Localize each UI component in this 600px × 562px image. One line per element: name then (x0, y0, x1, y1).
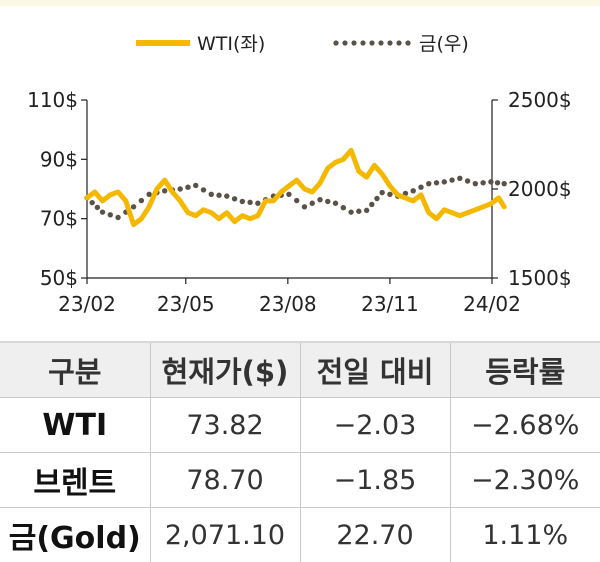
gold-point (201, 187, 206, 192)
row-name: 금(Gold) (0, 508, 150, 562)
row-rate: −2.68% (450, 398, 600, 453)
gold-point (333, 201, 338, 206)
price-table: 구분 현재가($) 전일 대비 등락률 WTI 73.82 −2.03 −2.6… (0, 341, 600, 562)
gold-point (100, 209, 105, 214)
left-tick-label: 50$ (40, 266, 78, 290)
gold-point (465, 178, 470, 183)
chart-legend: WTI(좌) 금(우) (136, 33, 469, 55)
x-tick-label: 23/02 (58, 292, 116, 316)
table-row: 브렌트 78.70 −1.85 −2.30% (0, 453, 600, 508)
gold-point (418, 185, 423, 190)
gold-point (369, 202, 374, 207)
legend-gold-dot (369, 40, 374, 45)
gold-point (434, 180, 439, 185)
x-tick-label: 23/11 (361, 292, 419, 316)
row-rate: −2.30% (450, 453, 600, 508)
gold-point (216, 193, 221, 198)
legend-gold-dot (342, 40, 347, 45)
legend-gold-dot (360, 40, 365, 45)
gold-point (209, 192, 214, 197)
gold-point (178, 186, 183, 191)
left-tick-label: 70$ (40, 207, 78, 231)
gold-point (495, 180, 500, 185)
legend-gold-dot (396, 40, 401, 45)
left-tick-label: 90$ (40, 147, 78, 171)
header-change: 전일 대비 (300, 342, 450, 398)
commodity-price-chart: WTI(좌) 금(우) 110$ 90$ 70$ 50$ 2500$ 2000$ 1500$… (0, 0, 600, 330)
left-tick-label: 110$ (27, 88, 78, 112)
gold-point (325, 199, 330, 204)
gold-point (426, 181, 431, 186)
row-name: WTI (0, 398, 150, 453)
gold-point (356, 209, 361, 214)
gold-point (193, 183, 198, 188)
gold-point (185, 185, 190, 190)
header-price: 현재가($) (150, 342, 300, 398)
legend-gold-dot (351, 40, 356, 45)
gold-point (302, 204, 307, 209)
table-header-row: 구분 현재가($) 전일 대비 등락률 (0, 342, 600, 398)
gold-point (387, 192, 392, 197)
gold-point (89, 200, 94, 205)
gold-point (95, 205, 100, 210)
gold-point (255, 201, 260, 206)
x-tick-label: 23/08 (259, 292, 317, 316)
right-tick-label: 2500$ (508, 88, 572, 112)
gold-point (473, 181, 478, 186)
gold-point (457, 176, 462, 181)
gold-point (247, 200, 252, 205)
row-rate: 1.11% (450, 508, 600, 562)
gold-point (317, 197, 322, 202)
gold-point (224, 193, 229, 198)
series-wti-line (87, 150, 504, 224)
gold-point (131, 204, 136, 209)
gold-point (108, 212, 113, 217)
table-row: 금(Gold) 2,071.10 22.70 1.11% (0, 508, 600, 562)
right-tick-label: 2000$ (508, 177, 572, 201)
legend-gold-dot (333, 40, 338, 45)
legend-gold-dot (405, 40, 410, 45)
gold-point (286, 192, 291, 197)
row-name: 브렌트 (0, 453, 150, 508)
gold-point (442, 179, 447, 184)
legend-gold-swatch (333, 40, 410, 45)
gold-point (488, 179, 493, 184)
gold-point (502, 181, 507, 186)
gold-point (341, 205, 346, 210)
row-change: −2.03 (300, 398, 450, 453)
chart-series (84, 150, 507, 224)
right-tick-label: 1500$ (508, 266, 572, 290)
legend-wti-label: WTI(좌) (197, 33, 265, 55)
legend-gold-label: 금(우) (419, 33, 469, 55)
gold-point (310, 201, 315, 206)
row-price: 78.70 (150, 453, 300, 508)
gold-point (364, 208, 369, 213)
gold-point (240, 199, 245, 204)
row-price: 2,071.10 (150, 508, 300, 562)
gold-point (348, 209, 353, 214)
row-price: 73.82 (150, 398, 300, 453)
gold-point (379, 190, 384, 195)
gold-point (480, 180, 485, 185)
legend-gold-dot (378, 40, 383, 45)
gold-point (411, 188, 416, 193)
gold-point (232, 196, 237, 201)
gold-point (162, 188, 167, 193)
gold-point (139, 198, 144, 203)
x-tick-label: 23/05 (157, 292, 215, 316)
legend-gold-dot (387, 40, 392, 45)
gold-point (449, 177, 454, 182)
row-change: 22.70 (300, 508, 450, 562)
table-row: WTI 73.82 −2.03 −2.68% (0, 398, 600, 453)
gold-point (294, 198, 299, 203)
x-tick-label: 24/02 (463, 292, 521, 316)
gold-point (115, 215, 120, 220)
gold-point (374, 196, 379, 201)
header-category: 구분 (0, 342, 150, 398)
header-rate: 등락률 (450, 342, 600, 398)
row-change: −1.85 (300, 453, 450, 508)
